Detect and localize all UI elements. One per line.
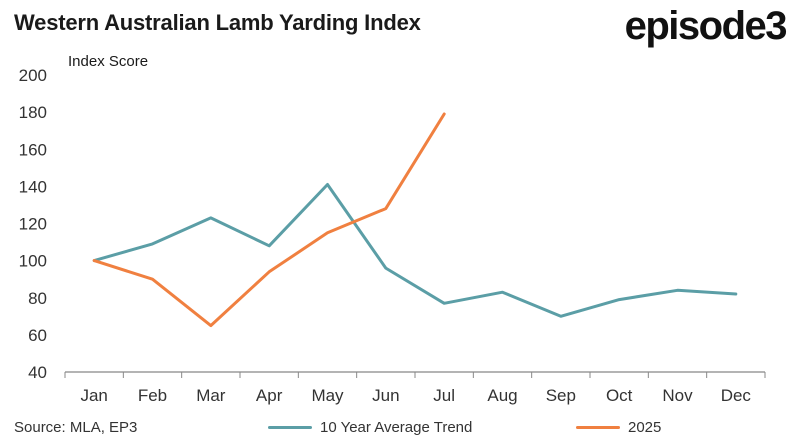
x-tick-label: Feb	[138, 386, 167, 405]
x-tick-label: Mar	[196, 386, 226, 405]
x-tick-label: Oct	[606, 386, 633, 405]
brand-logo: episode3	[624, 4, 788, 48]
y-tick-label: 60	[28, 326, 47, 345]
y-tick-label: 180	[19, 103, 47, 122]
y-tick-label: 140	[19, 177, 47, 196]
series-line-2025	[92, 112, 446, 328]
legend-swatch-2025	[576, 426, 620, 429]
x-tick-label: May	[311, 386, 344, 405]
legend-label-2025: 2025	[628, 419, 662, 436]
source-note: Source: MLA, EP3	[14, 419, 138, 436]
y-axis-title: Index Score	[68, 53, 149, 70]
legend-label-trend: 10 Year Average Trend	[320, 419, 473, 436]
y-tick-label: 160	[19, 140, 47, 159]
y-tick-label: 40	[28, 363, 47, 382]
y-tick-labels: 40 60 80 100 120 140 160 180 200	[19, 66, 47, 382]
legend-item-2025: 2025	[576, 419, 661, 436]
x-tick-label: Jul	[433, 386, 455, 405]
x-tick-label: Dec	[721, 386, 752, 405]
series-line-trend	[92, 183, 738, 318]
x-tick-label: Apr	[256, 386, 283, 405]
x-tick-label: Nov	[662, 386, 693, 405]
y-tick-label: 80	[28, 289, 47, 308]
y-tick-label: 120	[19, 215, 47, 234]
x-tick-labels: Jan Feb Mar Apr May Jun Jul Aug Sep Oct Nov Dec	[80, 386, 751, 405]
x-tick-label: Jan	[80, 386, 107, 405]
axis-group	[64, 371, 766, 378]
y-tick-label: 200	[19, 66, 47, 85]
x-tick-label: Sep	[546, 386, 576, 405]
x-tick-label: Aug	[487, 386, 517, 405]
x-tick-label: Jun	[372, 386, 399, 405]
legend-swatch-trend	[268, 426, 312, 429]
legend-item-trend: 10 Year Average Trend	[268, 419, 472, 436]
chart-title: Western Australian Lamb Yarding Index	[14, 10, 421, 35]
series-lines	[92, 112, 738, 328]
y-tick-label: 100	[19, 252, 47, 271]
